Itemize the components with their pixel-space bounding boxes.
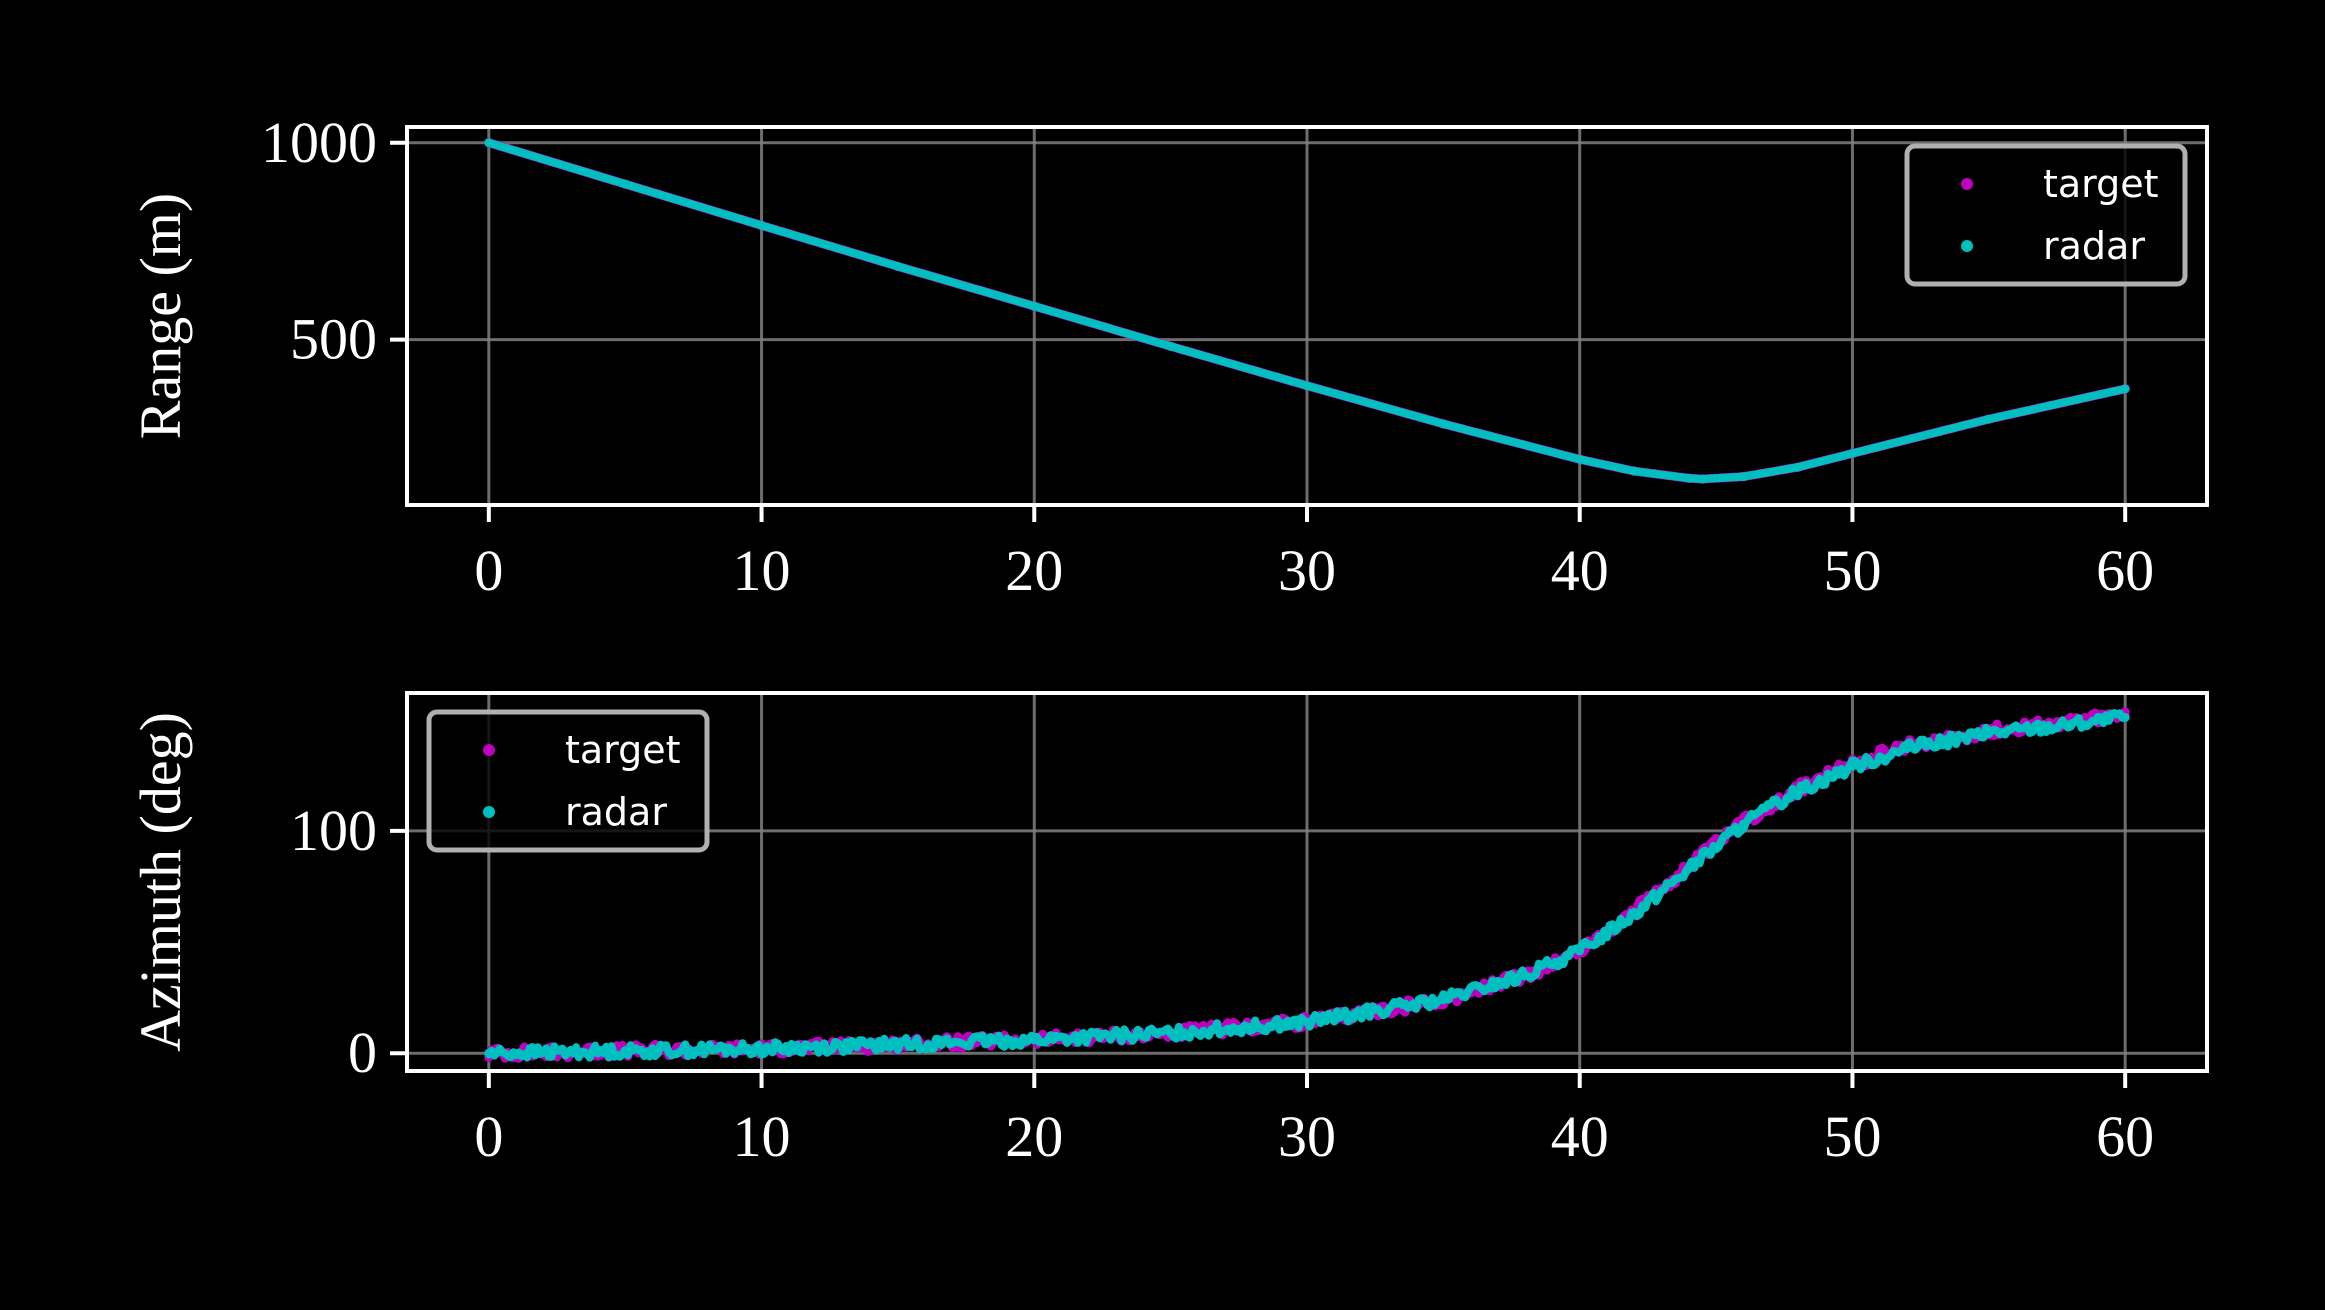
series-radar-point [1520,970,1530,980]
series-radar-point [620,1046,630,1056]
legend-label-target: target [565,728,681,772]
series-radar-point [2120,384,2130,394]
x-tick-label: 0 [474,538,503,603]
legend: target radar [426,709,710,853]
series-radar-point [1847,448,1857,458]
series-radar-point [484,138,494,148]
series-radar-point [1793,462,1803,472]
subplot-azimuth: 0 10 20 30 40 50 60 0 100 Azimuth (deg) target rada… [128,691,2209,1169]
legend-frame [1904,143,2188,287]
y-tick-label: 0 [348,1020,377,1085]
series-radar-point [757,1044,767,1054]
series-radar-point [1684,473,1694,483]
x-tick-label: 60 [2096,1104,2154,1169]
series-radar-point [1575,946,1585,956]
x-tick-label: 20 [1005,1104,1063,1169]
series-radar-point [2066,719,2076,729]
x-tick-label: 40 [1551,1104,1609,1169]
series-radar-point [1902,744,1912,754]
series-radar-point [620,179,630,189]
series-radar-point [1029,301,1039,311]
series-radar-point [1984,414,1994,424]
x-tick-label: 10 [733,1104,791,1169]
legend-label-radar: radar [2043,224,2145,268]
series-radar-point [1029,1035,1039,1045]
series-radar-point [1302,1017,1312,1027]
legend-frame [426,709,710,853]
series-radar-point [757,220,767,230]
series-radar-point [1684,864,1694,874]
legend-marker-target [483,744,495,756]
series-radar-point [1438,995,1448,1005]
x-tick-label: 50 [1823,538,1881,603]
series-radar-point [484,1048,494,1058]
x-tick-label: 40 [1551,538,1609,603]
series-radar-point [1166,341,1176,351]
series-radar-point [1984,728,1994,738]
series-radar-point [1793,786,1803,796]
series-radar-point [1697,474,1707,484]
series-radar-point [1738,819,1748,829]
y-axis-label: Azimuth (deg) [128,712,193,1052]
subplot-range: 0 10 20 30 40 50 60 500 1000 Range (m) target radar [128,110,2209,603]
series-radar-point [2120,712,2130,722]
y-axis-label: Range (m) [128,193,193,439]
x-tick-label: 60 [2096,538,2154,603]
legend-marker-radar [1961,240,1973,252]
series-radar-point [893,1039,903,1049]
series-radar-point [1575,454,1585,464]
x-tick-label: 30 [1278,1104,1336,1169]
series-radar-point [1629,908,1639,918]
legend-label-target: target [2043,162,2159,206]
x-tick-label: 10 [733,538,791,603]
series-radar-point [1847,761,1857,771]
legend-label-radar: radar [565,790,667,834]
series-radar-point [1738,472,1748,482]
y-tick-label: 500 [290,307,377,372]
x-tick-label: 0 [474,1104,503,1169]
series-radar-point [1166,1028,1176,1038]
x-tick-label: 20 [1005,538,1063,603]
x-tick-label: 30 [1278,538,1336,603]
x-tick-label: 50 [1823,1104,1881,1169]
series-radar-point [893,261,903,271]
y-tick-label: 100 [290,798,377,863]
y-tick-label: 1000 [261,110,377,175]
legend-marker-radar [483,806,495,818]
series-radar-point [1302,381,1312,391]
series-radar-point [1629,466,1639,476]
legend-marker-target [1961,178,1973,190]
series-radar-point [1438,419,1448,429]
legend: target radar [1904,143,2188,287]
